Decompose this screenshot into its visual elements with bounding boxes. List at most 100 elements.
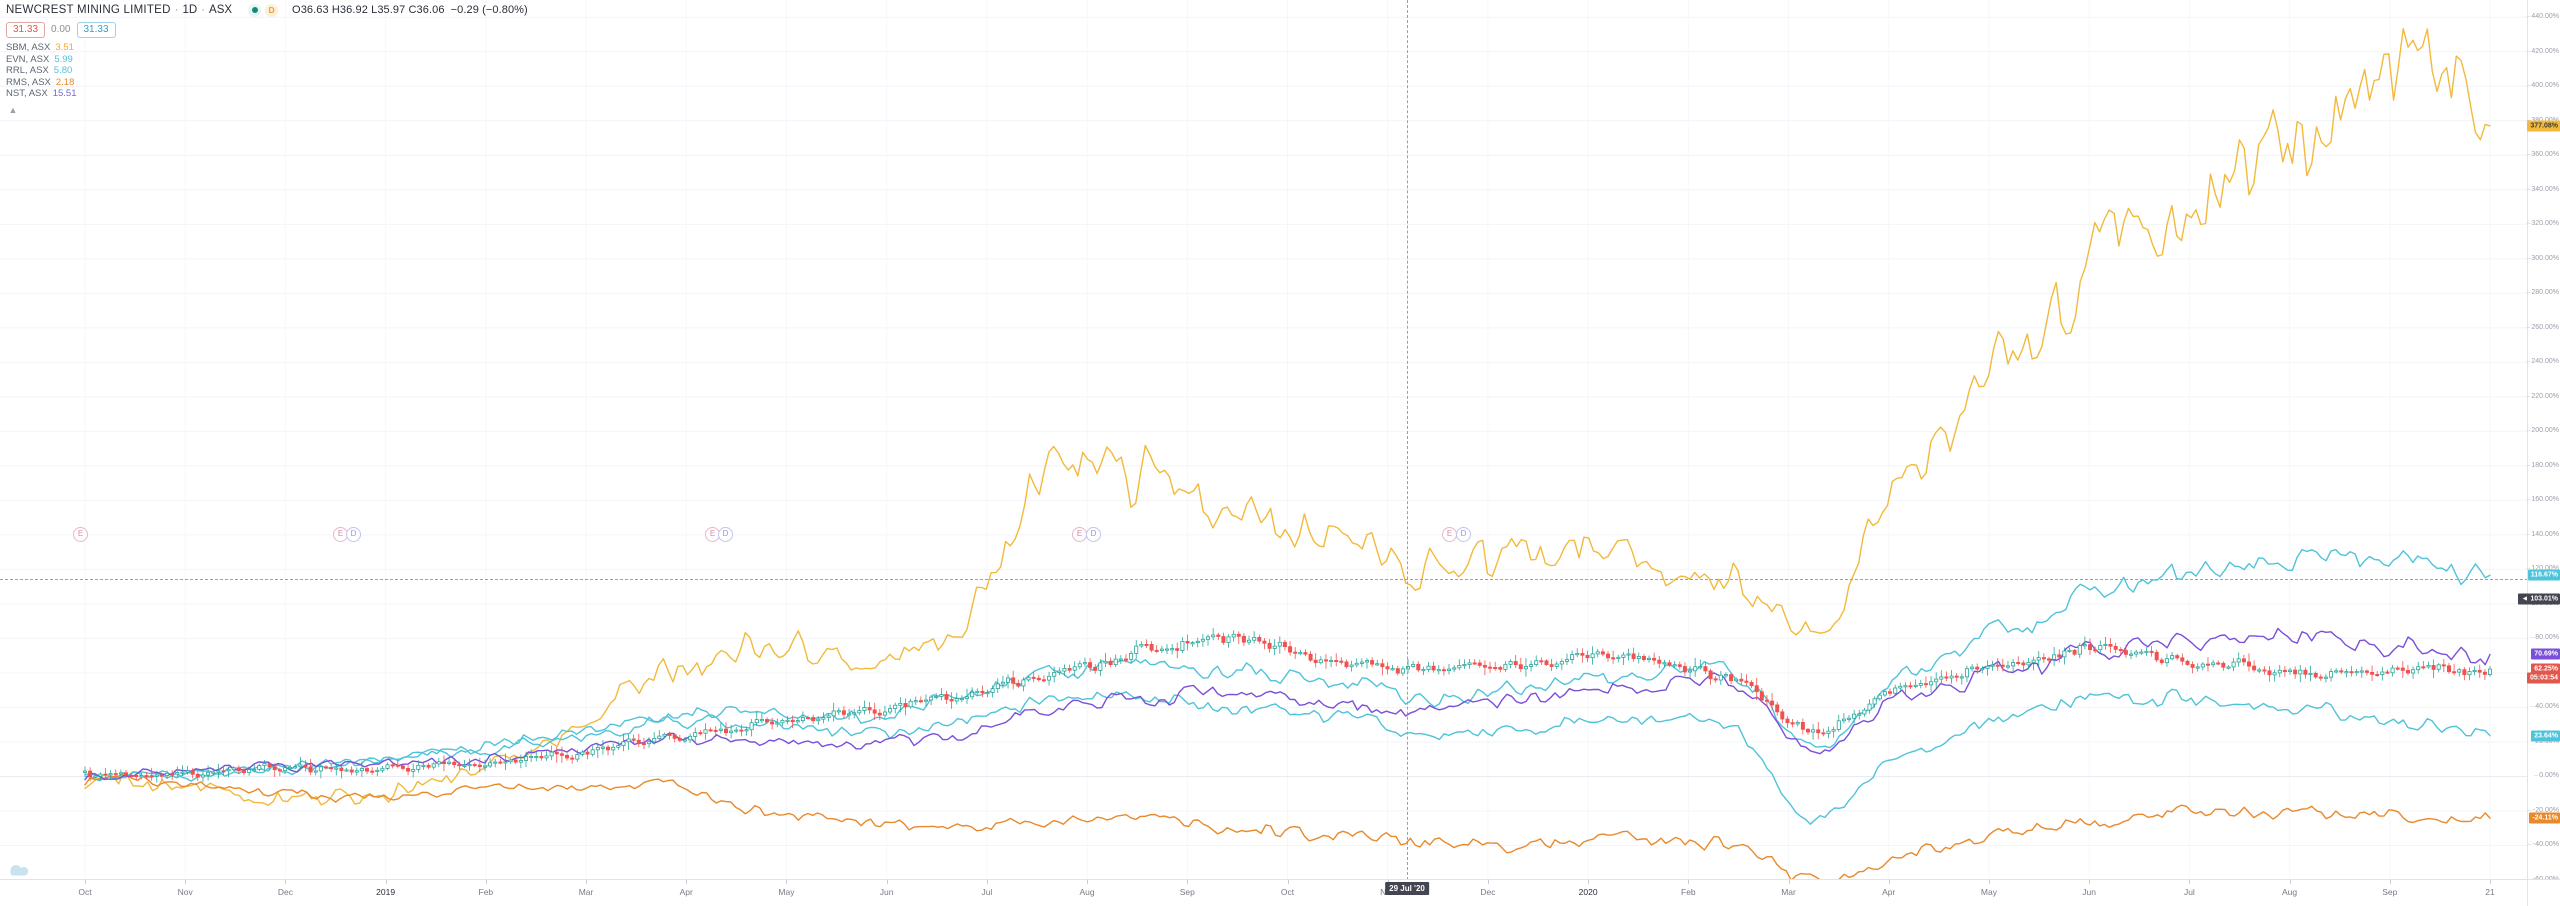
time-axis-tick-label: Jun	[879, 887, 894, 897]
price-mid-value: 0.00	[51, 24, 71, 35]
price-axis-tick: –140.00%	[2526, 530, 2559, 538]
time-axis-mark	[1588, 880, 1590, 884]
tradingview-logo-icon	[10, 865, 29, 876]
legend-series-label: RRL, ASX	[6, 65, 49, 76]
price-axis-tick: –120.00%	[2526, 565, 2559, 573]
delayed-data-badge[interactable]: D	[265, 3, 279, 17]
time-axis-mark	[1888, 880, 1890, 884]
dividend-marker-icon[interactable]: D	[718, 527, 733, 542]
time-axis-tick-label: Nov	[177, 887, 193, 897]
time-axis-tick-label: Mar	[578, 887, 594, 897]
price-axis-tick: –420.00%	[2526, 47, 2559, 55]
price-axis-tick-label: 160.00%	[2531, 496, 2559, 504]
price-axis-tag-label: 377.08%	[2530, 122, 2558, 130]
price-axis-tag[interactable]: 23.64%	[2531, 730, 2560, 742]
time-axis-tick-label: Feb	[478, 887, 494, 897]
time-axis-current-label: 29 Jul '20	[1385, 882, 1429, 895]
symbol-separator-2: ·	[201, 4, 206, 16]
chart-legend: NEWCREST MINING LIMITED · 1D · ASX D O36…	[6, 2, 528, 116]
legend-series-row[interactable]: NST, ASX 15.51	[6, 88, 528, 100]
price-axis-tick: –180.00%	[2526, 461, 2559, 469]
chart-plot-area[interactable]	[0, 0, 2528, 880]
time-axis-tick-label: Apr	[1882, 887, 1896, 897]
price-axis-tag[interactable]: -24.11%	[2529, 812, 2560, 824]
price-axis-tick: –200.00%	[2526, 427, 2559, 435]
price-axis-tag-label: 70.69%	[2534, 650, 2558, 658]
time-axis-tick-label: Dec	[1480, 887, 1496, 897]
legend-series-row[interactable]: SBM, ASX 3.51	[6, 42, 528, 54]
price-axis-tag[interactable]: ◄ 103.01%	[2518, 593, 2560, 605]
price-axis-tick-label: 300.00%	[2531, 254, 2559, 262]
time-axis-tick-label: Jul	[2183, 887, 2195, 897]
price-axis-tick-label: 360.00%	[2531, 151, 2559, 159]
axis-corner[interactable]	[2527, 879, 2560, 906]
price-axis-tick: –340.00%	[2526, 185, 2559, 193]
legend-series-label: SBM, ASX	[6, 42, 51, 53]
price-low-pill[interactable]: 31.33	[6, 21, 46, 38]
price-axis-tick: –-20.00%	[2528, 806, 2559, 814]
price-axis-tag[interactable]: 116.67%	[2527, 569, 2560, 581]
price-axis-tick: –280.00%	[2526, 289, 2559, 297]
legend-series-row[interactable]: RRL, ASX 5.80	[6, 65, 528, 77]
price-axis-tick: –240.00%	[2526, 358, 2559, 366]
price-axis-tick: –300.00%	[2526, 254, 2559, 262]
data-status-badges[interactable]: D	[248, 3, 279, 17]
price-axis-tick-label: 240.00%	[2531, 358, 2559, 366]
price-axis-tag[interactable]: 377.08%	[2527, 120, 2560, 132]
symbol-interval[interactable]: 1D	[182, 4, 198, 16]
time-axis-tick-label: May	[1980, 887, 1997, 897]
legend-series-row[interactable]: RMS, ASX 2.18	[6, 77, 528, 89]
time-axis-mark	[1487, 880, 1489, 884]
earnings-marker-icon[interactable]: E	[73, 527, 88, 542]
legend-series-value: 5.99	[54, 53, 73, 65]
crosshair-vertical	[1407, 0, 1408, 880]
price-axis-tick-label: 20.00%	[2535, 737, 2559, 745]
price-axis-tag-label: 05:03:54	[2529, 674, 2558, 682]
dividend-marker-icon[interactable]: D	[1086, 527, 1101, 542]
earnings-marker-icon[interactable]: E	[1072, 527, 1087, 542]
time-axis-mark	[786, 880, 788, 884]
price-axis-tag[interactable]: 62.25%	[2531, 663, 2560, 675]
legend-title-row[interactable]: NEWCREST MINING LIMITED · 1D · ASX D O36…	[6, 2, 528, 18]
symbol-name[interactable]: NEWCREST MINING LIMITED	[6, 4, 171, 16]
legend-price-row: 31.33 0.00 31.33	[6, 21, 528, 38]
price-change: −0.29 (−0.80%)	[450, 4, 528, 16]
time-axis-mark	[686, 880, 688, 884]
legend-series-row[interactable]: EVN, ASX 5.99	[6, 54, 528, 66]
legend-series-value: 2.18	[55, 76, 75, 88]
time-axis-tick-label: Aug	[2282, 887, 2298, 897]
time-axis[interactable]: Oct Nov Dec 2019 Feb Mar Apr May Jun Jul Aug Sep Oct…	[0, 879, 2528, 906]
symbol-exchange[interactable]: ASX	[209, 4, 233, 16]
legend-series-value: 15.51	[52, 88, 77, 99]
price-high-pill[interactable]: 31.33	[76, 21, 116, 38]
price-axis-tick-label: 380.00%	[2531, 117, 2559, 124]
price-axis-tick: –380.00%	[2526, 117, 2559, 125]
time-axis-mark	[986, 880, 988, 884]
time-axis-mark	[886, 880, 888, 884]
earnings-marker-icon[interactable]: E	[1442, 527, 1457, 542]
price-axis-tick: –80.00%	[2530, 634, 2559, 642]
price-axis-tag[interactable]: 05:03:54	[2526, 672, 2560, 684]
price-axis-tag-label: 116.67%	[2530, 571, 2558, 579]
price-axis[interactable]: –440.00% –420.00% –400.00% –380.00% –360.00%…	[2518, 0, 2560, 883]
price-axis-tick: –20.00%	[2530, 737, 2559, 745]
time-axis-mark	[385, 880, 387, 884]
dividend-marker-icon[interactable]: D	[1456, 527, 1471, 542]
time-axis-mark	[185, 880, 187, 884]
price-axis-tick: –220.00%	[2526, 392, 2559, 400]
dividend-marker-icon[interactable]: D	[346, 527, 361, 542]
chevron-up-icon[interactable]: ▲	[8, 104, 18, 115]
price-axis-tick: –360.00%	[2526, 151, 2559, 159]
time-axis-tick-label: Jun	[2082, 887, 2097, 897]
time-axis-mark	[2189, 880, 2191, 884]
chart-canvas	[0, 16, 2528, 880]
time-axis-mark	[1187, 880, 1189, 884]
time-axis-tick-label: Aug	[1079, 887, 1095, 897]
price-axis-tag[interactable]: 70.69%	[2531, 648, 2560, 660]
price-axis-tag-label: 62.25%	[2534, 665, 2558, 673]
time-axis-mark	[2490, 880, 2491, 884]
price-axis-tick-label: 340.00%	[2531, 185, 2559, 193]
time-axis-tick-label: Dec	[277, 887, 293, 897]
price-axis-tick-label: -40.00%	[2532, 841, 2559, 849]
